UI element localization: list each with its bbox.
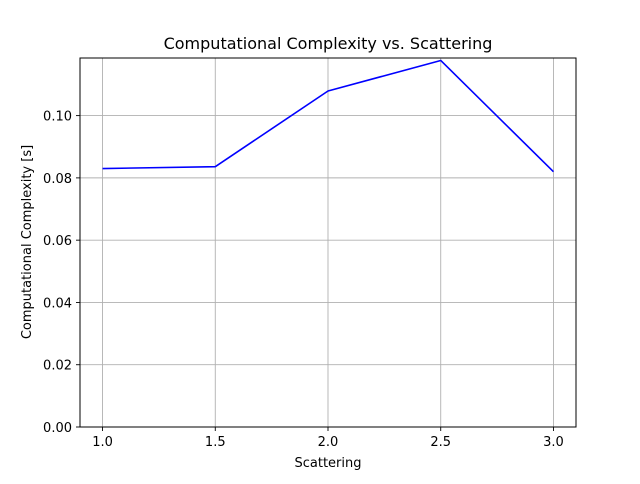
y-tick-label: 0.08	[43, 172, 72, 187]
y-tick-label: 0.04	[43, 296, 72, 311]
grid-lines	[80, 58, 576, 428]
y-tick-label: 0.10	[43, 110, 72, 125]
x-axis-label: Scattering	[294, 456, 361, 471]
x-tick-label: 1.0	[92, 435, 113, 450]
x-tick-label: 2.5	[430, 435, 451, 450]
chart-title: Computational Complexity vs. Scattering	[164, 34, 493, 53]
y-tick-label: 0.06	[43, 234, 72, 249]
x-tick-label: 3.0	[543, 435, 564, 450]
y-axis-label: Computational Complexity [s]	[20, 145, 35, 339]
x-axis-ticks: 1.0 1.5 2.0 2.5 3.0	[92, 427, 564, 450]
y-tick-label: 0.02	[43, 359, 72, 374]
series-layer	[102, 59, 555, 173]
series-line	[102, 59, 555, 173]
y-tick-label: 0.00	[43, 421, 72, 436]
x-tick-label: 1.5	[205, 435, 226, 450]
y-axis-ticks: 0.00 0.02 0.04 0.06 0.08 0.10	[43, 110, 80, 436]
x-tick-label: 2.0	[318, 435, 339, 450]
